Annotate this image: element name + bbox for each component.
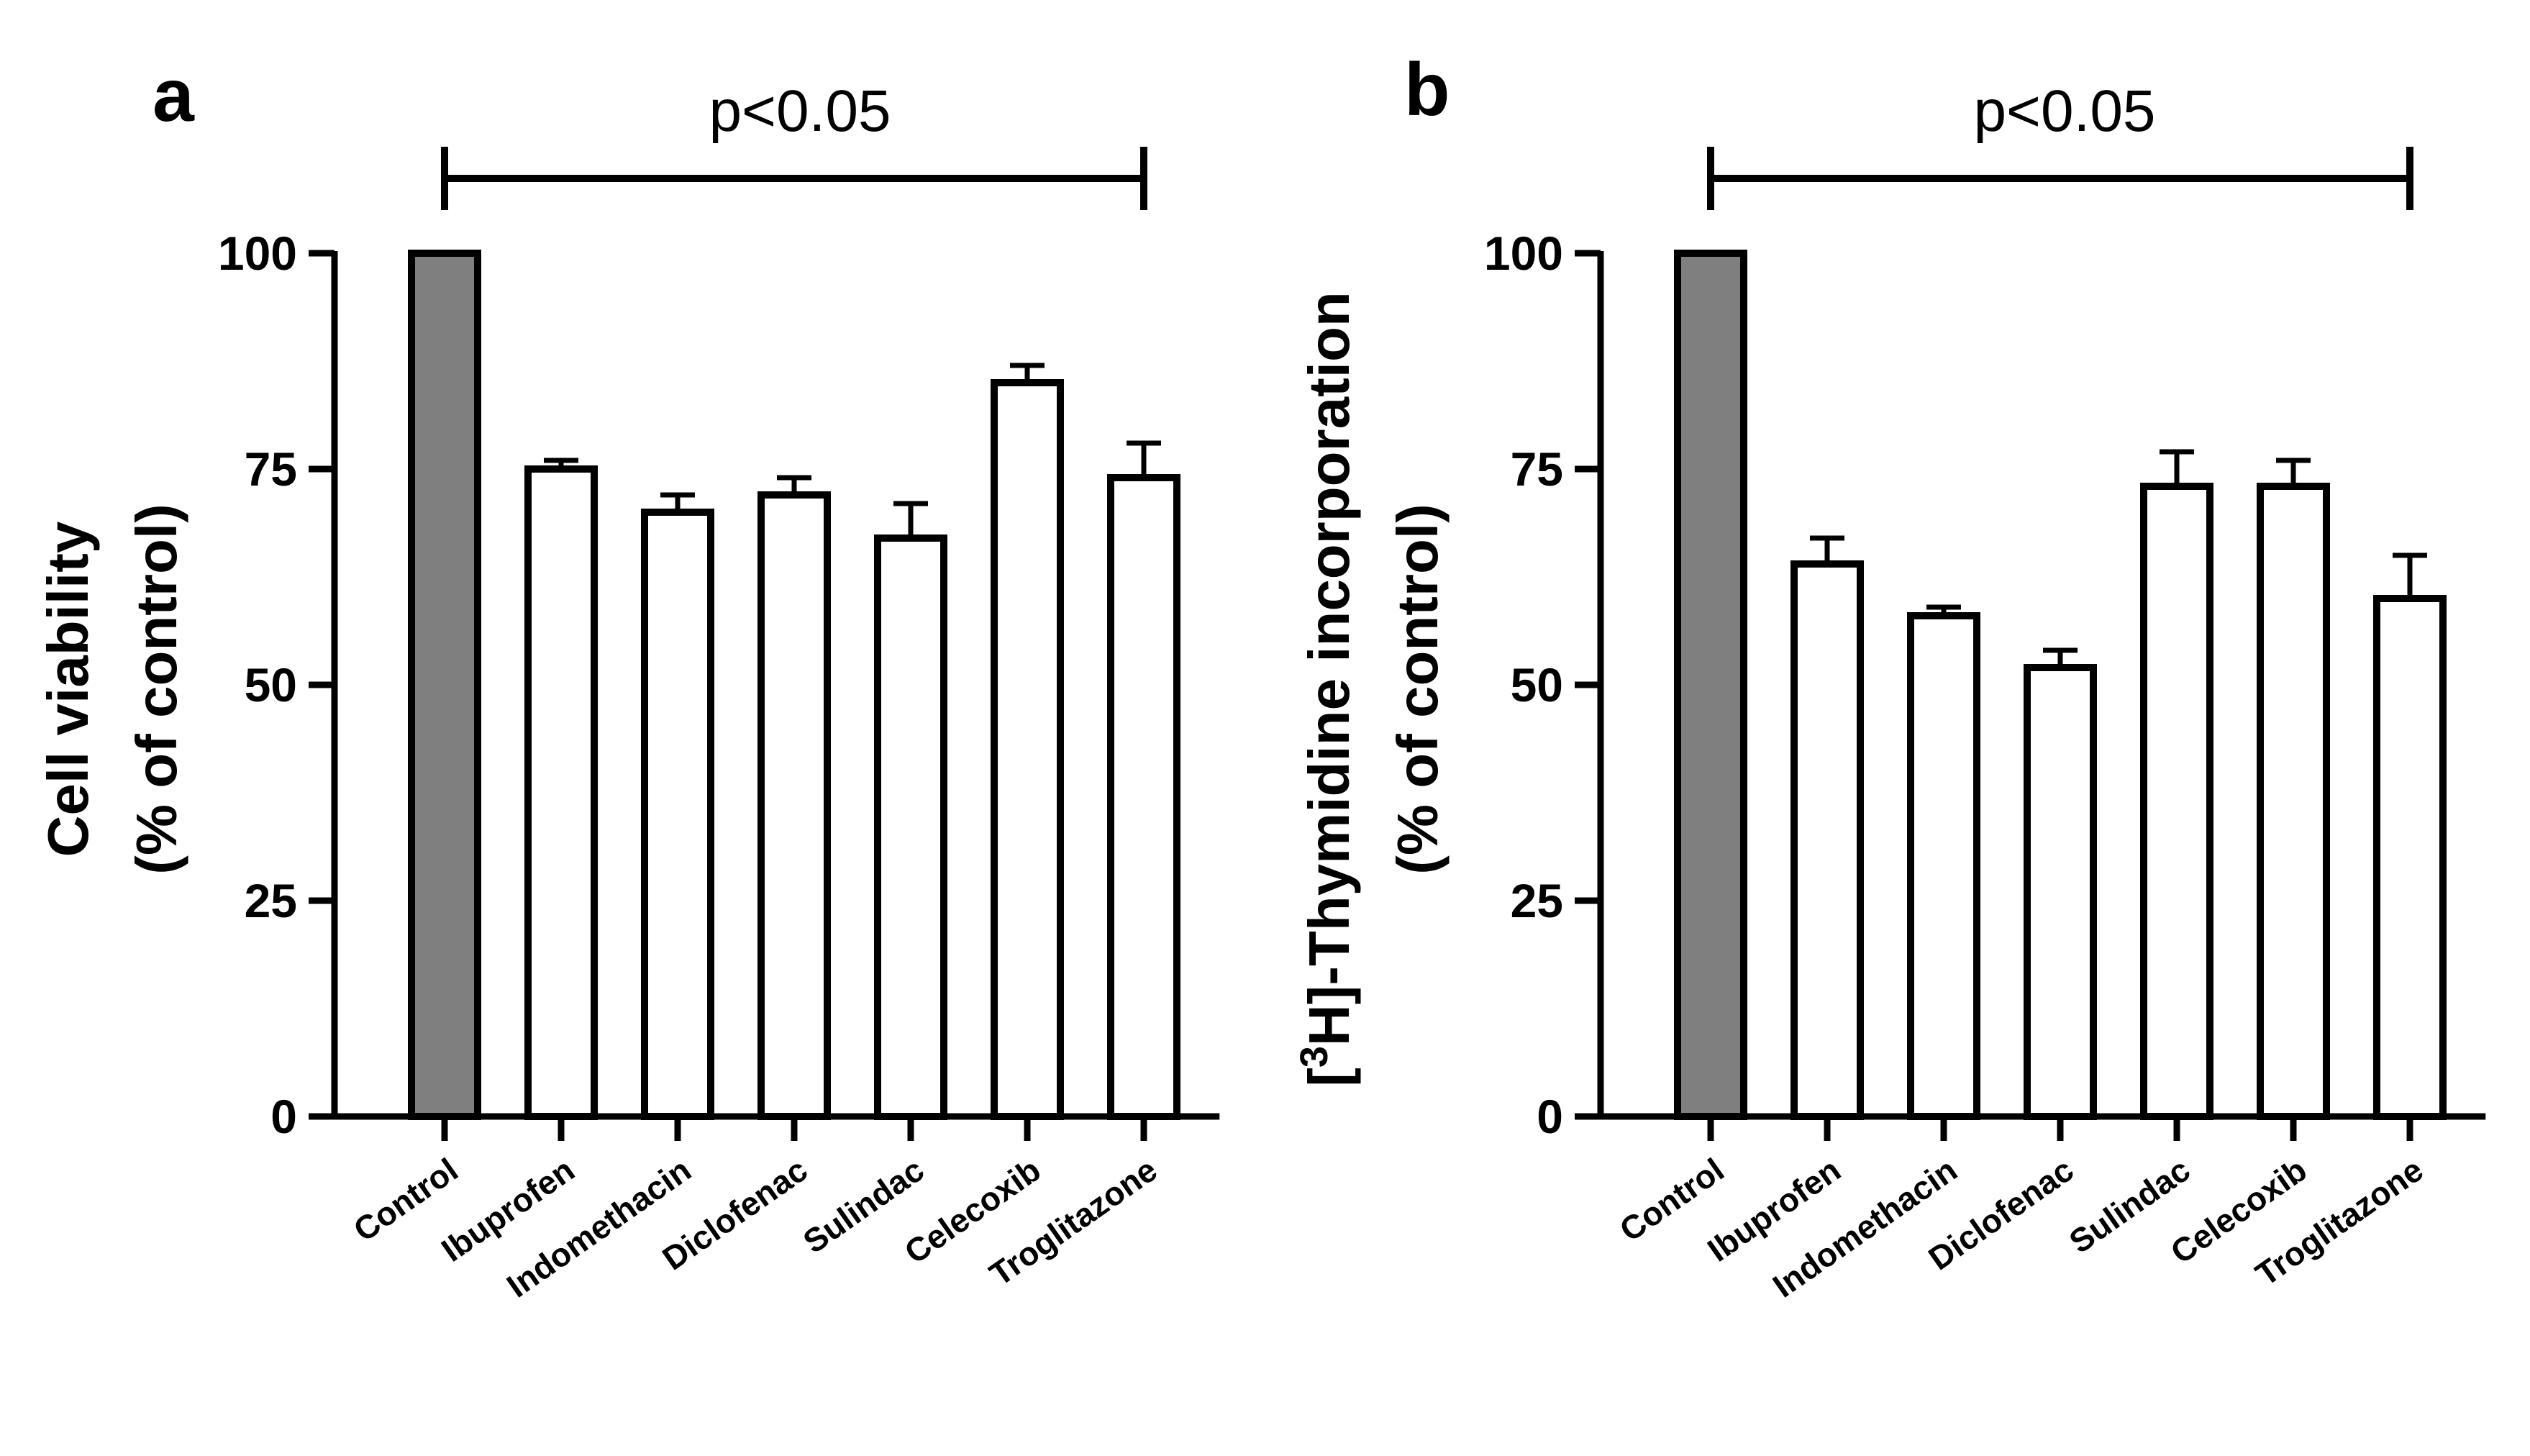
panel-b-significance-label: p<0.05: [1973, 78, 2155, 144]
panel-b-y-axis-title-open-bracket: [: [1297, 1068, 1361, 1087]
panel-b-bar-control: [1674, 250, 1747, 1120]
panel-b-bar-indomethacin: [1907, 612, 1980, 1120]
panel-b-y-axis-title-line2: (% of control): [1385, 504, 1450, 874]
panel-a-y-tick-label: 100: [218, 227, 297, 280]
panel-b-bar-celecoxib: [2257, 483, 2330, 1120]
panel-b-bar-troglitazone: [2373, 595, 2447, 1120]
panel-a-y-tick-label: 25: [245, 874, 297, 927]
panel-b-y-tick-label: 0: [1537, 1090, 1563, 1143]
panel-b: b p<0.05 [3H]-Thymidine incorporation (%…: [1293, 48, 2486, 1305]
panel-b-y-tick-label: 75: [1511, 442, 1563, 496]
panel-a-marks: 0255075100ControlIbuprofenIndomethacinDi…: [218, 147, 1220, 1305]
panel-a-bar-troglitazone: [1107, 474, 1180, 1120]
panel-a-y-axis-title-line2: (% of control): [124, 504, 188, 874]
panel-a-significance-label: p<0.05: [709, 78, 891, 144]
panel-a-bar-ibuprofen: [524, 465, 598, 1120]
panel-a-bar-sulindac: [874, 534, 947, 1120]
panel-a-bar-celecoxib: [991, 379, 1064, 1120]
panel-b-y-axis-title-line1: [3H]-Thymidine incorporation: [1293, 291, 1361, 1087]
panel-a-y-tick-label: 50: [245, 658, 297, 711]
panel-b-bar-diclofenac: [2024, 664, 2097, 1120]
panel-b-bar-ibuprofen: [1790, 560, 1864, 1120]
panel-a-bar-control: [408, 250, 481, 1120]
panel-a-bar-diclofenac: [757, 491, 831, 1120]
panel-a-bar-indomethacin: [641, 509, 714, 1120]
panel-b-bar-sulindac: [2140, 483, 2213, 1120]
panel-a-y-tick-label: 0: [270, 1090, 297, 1143]
panel-a-y-axis-title-line1: Cell viability: [36, 521, 100, 857]
panel-a: a p<0.05 Cell viability (% of control) 0…: [36, 54, 1220, 1305]
panel-a-y-tick-label: 75: [245, 442, 297, 496]
panel-a-letter: a: [153, 54, 195, 137]
panel-b-y-tick-label: 25: [1511, 874, 1563, 927]
panel-b-y-axis-title-superscript: 3: [1293, 1046, 1336, 1068]
panel-b-y-axis-title-rest: H]-Thymidine incorporation: [1297, 291, 1361, 1046]
panel-b-marks: 0255075100ControlIbuprofenIndomethacinDi…: [1484, 147, 2486, 1305]
panel-b-y-tick-label: 50: [1511, 658, 1563, 711]
panel-b-letter: b: [1404, 48, 1450, 132]
panel-b-y-tick-label: 100: [1484, 227, 1563, 280]
